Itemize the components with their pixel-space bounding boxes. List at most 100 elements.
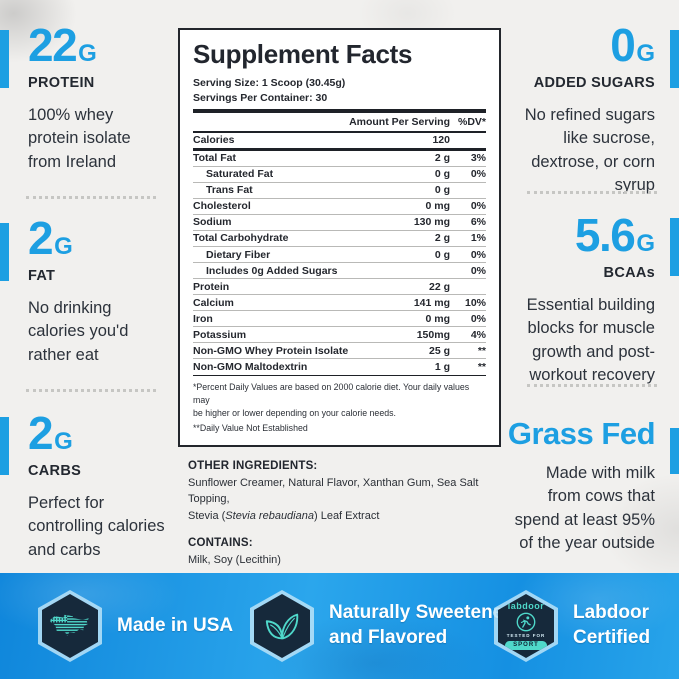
- table-row: Non-GMO Maltodextrin 1 g **: [193, 358, 486, 374]
- dotted-divider: [26, 196, 156, 199]
- row-amount: 2 g: [434, 232, 450, 245]
- table-row: Non-GMO Whey Protein Isolate 25 g **: [193, 342, 486, 358]
- badge-naturally-sweetened: Naturally Sweetened and Flavored: [250, 573, 524, 679]
- stat-label: FAT: [28, 268, 56, 284]
- stat-label: BCAAs: [603, 265, 655, 281]
- row-name: Protein: [193, 280, 230, 293]
- contains-section: CONTAINS: Milk, Soy (Lecithin): [188, 537, 501, 569]
- labdoor-runner-icon: [516, 612, 536, 632]
- other-ingredients-text: Sunflower Creamer, Natural Flavor, Xanth…: [188, 475, 501, 525]
- table-row-calories: Calories 120: [193, 133, 486, 148]
- hexagon: labdoor TESTED FOR SPORT: [498, 594, 554, 658]
- ingredients-latin-name: Stevia rebaudiana: [225, 509, 314, 522]
- stat-description: Made with milk from cows that spend at l…: [514, 464, 655, 553]
- table-row: Calcium 141 mg 10%: [193, 294, 486, 310]
- row-name: Cholesterol: [193, 200, 251, 213]
- stat-number: 2: [28, 407, 54, 459]
- thick-rule: [193, 109, 486, 113]
- edge-accent-bar: [0, 417, 9, 475]
- dv-footnote: *Percent Daily Values are based on 2000 …: [193, 382, 470, 419]
- hexagon: [42, 594, 98, 658]
- stat-number: 22: [28, 19, 78, 71]
- edge-accent-bar: [670, 30, 679, 88]
- row-dv: **: [477, 360, 486, 373]
- edge-accent-bar: [670, 428, 679, 474]
- row-name: Total Carbohydrate: [193, 232, 289, 245]
- bottom-banner: Made in USA Naturally Sweetened and Flav…: [0, 573, 679, 679]
- rule: [193, 131, 486, 133]
- row-name: Non-GMO Whey Protein Isolate: [193, 344, 349, 357]
- table-header: Amount Per Serving %DV*: [193, 113, 486, 131]
- leaves-icon: [265, 613, 299, 640]
- center-column: Supplement Facts Serving Size: 1 Scoop (…: [178, 28, 501, 646]
- stat-value: 22G: [28, 22, 178, 68]
- row-amount: 130 mg: [413, 216, 450, 229]
- labdoor-sport-pill: SPORT: [505, 640, 547, 650]
- stat-description: Essential building blocks for muscle gro…: [526, 296, 655, 385]
- panel-title: Supplement Facts: [193, 39, 413, 69]
- row-dv: 0%: [470, 312, 486, 325]
- stat-protein: 22G PROTEIN 100% whey protein isolate fr…: [28, 22, 178, 174]
- hexagon-frame: labdoor TESTED FOR SPORT: [494, 590, 558, 662]
- table-row: Protein 22 g: [193, 278, 486, 294]
- row-name: Includes 0g Added Sugars: [206, 264, 338, 277]
- stat-fat: 2G FAT No drinking calories you'd rather…: [28, 215, 178, 367]
- table-row: Iron 0 mg 0%: [193, 310, 486, 326]
- row-name: Total Fat: [193, 152, 236, 165]
- row-amount: 0 g: [434, 168, 450, 181]
- dotted-divider: [527, 384, 657, 387]
- stat-value: 0G: [483, 22, 655, 68]
- row-amount: 120: [432, 134, 450, 147]
- stat-added-sugars: 0G ADDED SUGARS No refined sugars like s…: [483, 22, 655, 198]
- table-row: Cholesterol 0 mg 0%: [193, 197, 486, 214]
- labdoor-logo-text: labdoor: [507, 601, 545, 612]
- hexagon-frame: [38, 590, 102, 662]
- row-dv: **: [477, 344, 486, 357]
- stat-value: 2G: [28, 410, 178, 456]
- table-row: Includes 0g Added Sugars 0%: [193, 262, 486, 278]
- row-amount: 141 mg: [413, 296, 450, 309]
- stat-number: 5.6: [574, 209, 636, 261]
- servings-per-container: Servings Per Container: 30: [193, 92, 328, 104]
- table-row: Sodium 130 mg 6%: [193, 213, 486, 230]
- row-dv: 6%: [470, 216, 486, 229]
- stat-description: No drinking calories you'd rather eat: [28, 299, 129, 364]
- row-amount: 0 mg: [425, 312, 450, 325]
- stat-label: CARBS: [28, 463, 82, 479]
- serving-size: Serving Size: 1 Scoop (30.45g): [193, 77, 346, 89]
- usa-map-icon: [50, 614, 89, 636]
- row-amount: 22 g: [428, 280, 450, 293]
- table-row: Trans Fat 0 g: [193, 181, 486, 198]
- stat-unit: G: [78, 40, 97, 67]
- edge-accent-bar: [0, 30, 9, 88]
- other-ingredients-heading: OTHER INGREDIENTS:: [188, 459, 318, 472]
- stat-description: Perfect for controlling calories and car…: [28, 494, 165, 559]
- table-row: Total Carbohydrate 2 g 1%: [193, 229, 486, 246]
- badge-labdoor-certified: labdoor TESTED FOR SPORT Labdoor Certifi…: [494, 573, 679, 679]
- nutrient-rows: Total Fat 2 g 3% Saturated Fat 0 g 0% Trans …: [193, 151, 486, 375]
- dotted-divider: [26, 389, 156, 392]
- column-header-dv: %DV*: [457, 116, 486, 128]
- row-amount: 25 g: [428, 344, 450, 357]
- table-row: Dietary Fiber 0 g 0%: [193, 246, 486, 262]
- row-dv: 10%: [464, 296, 486, 309]
- stat-unit: G: [54, 428, 73, 455]
- ingredients-text: ) Leaf Extract: [313, 509, 380, 522]
- stat-heading: Grass Fed: [507, 416, 656, 451]
- rule: [193, 374, 486, 376]
- table-row: Total Fat 2 g 3%: [193, 151, 486, 166]
- stat-grass-fed: Grass Fed Made with milk from cows that …: [483, 416, 656, 556]
- stat-value: 5.6G: [483, 212, 655, 258]
- dotted-divider: [527, 191, 657, 194]
- row-amount: 150mg: [416, 328, 450, 341]
- row-amount: 0 mg: [425, 200, 450, 213]
- stat-value: 2G: [28, 215, 178, 261]
- table-row: Potassium 150mg 4%: [193, 326, 486, 342]
- row-name: Sodium: [193, 216, 232, 229]
- edge-accent-bar: [0, 223, 9, 281]
- hexagon: [254, 594, 310, 658]
- stat-number: 2: [28, 212, 54, 264]
- stat-unit: G: [636, 40, 655, 67]
- row-name: Dietary Fiber: [206, 248, 271, 261]
